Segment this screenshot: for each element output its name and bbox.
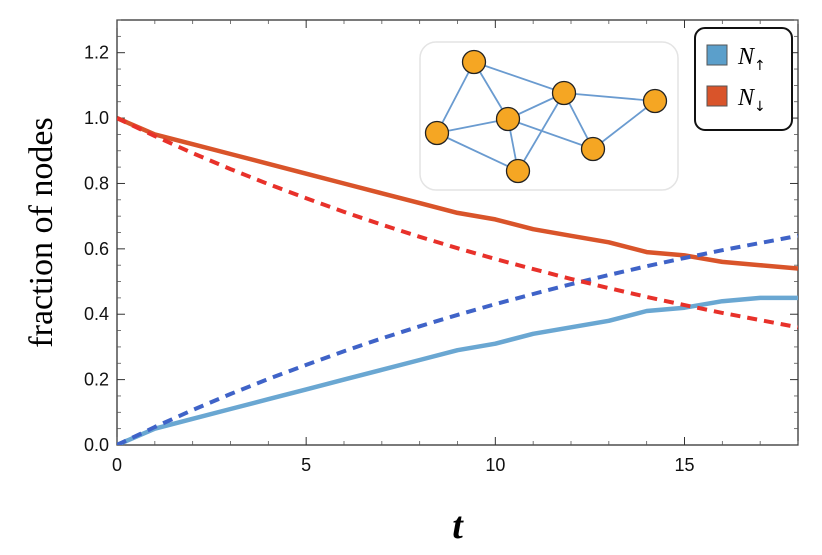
series-group <box>117 116 798 445</box>
inset-panel <box>419 41 679 191</box>
series-line-1 <box>117 116 798 271</box>
y-tick-label: 0.4 <box>84 304 109 324</box>
y-tick-label: 0.2 <box>84 370 109 390</box>
x-tick-label: 5 <box>301 455 311 475</box>
network-edge <box>592 100 656 150</box>
inset-network <box>419 41 679 191</box>
legend-swatch <box>706 44 728 66</box>
network-node <box>551 80 577 106</box>
legend-swatch <box>706 85 728 107</box>
series-line-0 <box>117 295 798 445</box>
y-tick-label: 0.0 <box>84 435 109 455</box>
network-node <box>495 106 521 132</box>
x-tick-label: 15 <box>674 455 694 475</box>
network-node <box>424 120 450 146</box>
x-tick-label: 10 <box>485 455 505 475</box>
ticks-group: 0 5 10 15 0.0 0.2 0.4 0.6 0.8 1.0 1.2 <box>84 19 799 475</box>
y-tick-label: 0.6 <box>84 239 109 259</box>
legend-subscript: ↓ <box>754 99 766 115</box>
legend: N↑N↓ <box>694 27 793 131</box>
network-node <box>505 158 531 184</box>
y-tick-label: 1.2 <box>84 43 109 63</box>
y-tick-label: 1.0 <box>84 108 109 128</box>
network-edge <box>517 92 565 172</box>
x-axis-label: t <box>452 505 464 547</box>
network-node <box>461 49 487 75</box>
series-line-3 <box>117 116 798 330</box>
network-edge <box>436 132 519 172</box>
network-edge <box>563 92 656 102</box>
y-tick-label: 0.8 <box>84 173 109 193</box>
network-node <box>580 136 606 162</box>
network-edge <box>436 61 475 134</box>
x-tick-label: 0 <box>112 455 122 475</box>
network-node <box>642 88 668 114</box>
network-edge <box>507 118 594 150</box>
network-edge <box>473 61 565 94</box>
y-axis-label: fraction of nodes <box>23 117 60 347</box>
series-line-2 <box>117 233 798 445</box>
legend-subscript: ↑ <box>754 58 766 74</box>
